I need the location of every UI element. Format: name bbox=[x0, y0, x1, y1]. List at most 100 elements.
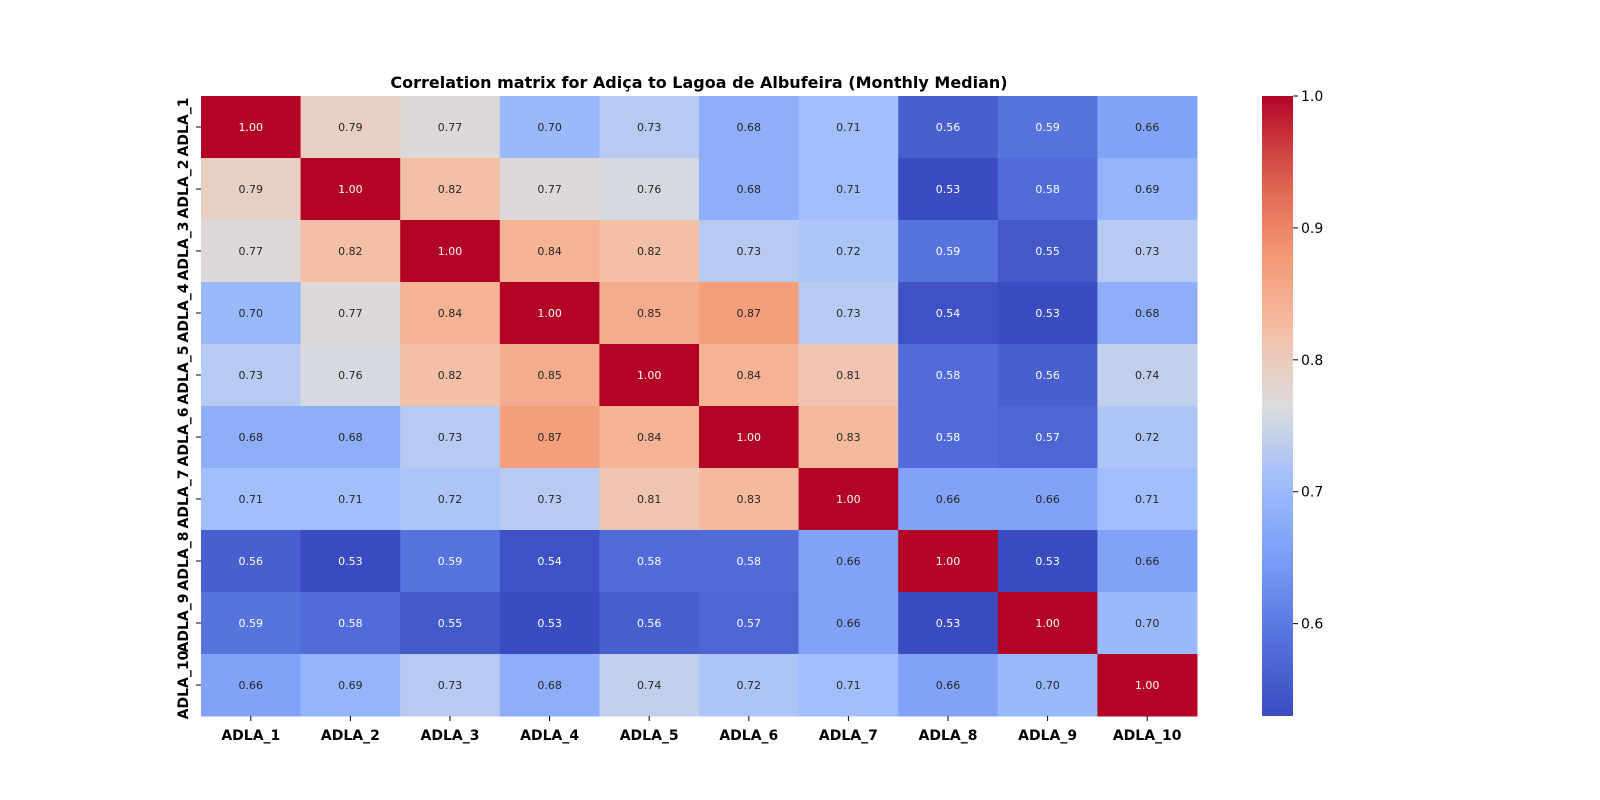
cell-value-label: 0.71 bbox=[239, 493, 264, 506]
heatmap-cell bbox=[997, 468, 1098, 531]
heatmap-cell bbox=[400, 530, 501, 593]
heatmap-cell bbox=[798, 96, 899, 159]
heatmap-cell bbox=[798, 468, 899, 531]
heatmap-cell bbox=[898, 344, 999, 407]
cell-value-label: 0.73 bbox=[438, 431, 463, 444]
heatmap-cell bbox=[699, 344, 800, 407]
cell-value-label: 0.77 bbox=[239, 245, 264, 258]
x-tick-label: ADLA_9 bbox=[1018, 728, 1077, 744]
cell-value-label: 0.73 bbox=[239, 369, 264, 382]
cell-value-label: 1.00 bbox=[936, 555, 961, 568]
heatmap-cell bbox=[400, 468, 501, 531]
cell-value-label: 0.57 bbox=[1035, 431, 1060, 444]
heatmap-cell bbox=[997, 344, 1098, 407]
heatmap-cell bbox=[201, 592, 302, 655]
cell-value-label: 0.66 bbox=[836, 555, 861, 568]
heatmap-cell bbox=[699, 592, 800, 655]
colorbar-tick-label: 0.8 bbox=[1301, 353, 1323, 369]
cell-value-label: 0.53 bbox=[936, 183, 961, 196]
x-tick-label: ADLA_1 bbox=[221, 728, 280, 744]
cell-value-label: 0.70 bbox=[239, 307, 264, 320]
heatmap-cell bbox=[898, 282, 999, 345]
colorbar-gradient bbox=[1262, 96, 1293, 716]
heatmap-cell bbox=[1097, 282, 1198, 345]
heatmap-cell bbox=[798, 344, 899, 407]
cell-value-label: 0.53 bbox=[1035, 555, 1060, 568]
cell-value-label: 1.00 bbox=[637, 369, 662, 382]
heatmap-cell bbox=[499, 282, 600, 345]
heatmap-cell bbox=[1097, 468, 1198, 531]
cell-value-label: 0.68 bbox=[239, 431, 264, 444]
heatmap-cell bbox=[499, 592, 600, 655]
heatmap-cell bbox=[997, 654, 1098, 717]
heatmap-cell bbox=[499, 530, 600, 593]
heatmap-cell bbox=[400, 96, 501, 159]
cell-value-label: 0.87 bbox=[537, 431, 562, 444]
y-tick-labels: ADLA_1 ADLA_2 ADLA_3 ADLA_4 ADLA_5 ADLA_6 ADLA… bbox=[176, 98, 201, 719]
heatmap-cell bbox=[599, 530, 700, 593]
heatmap-cell bbox=[898, 592, 999, 655]
cell-value-label: 0.71 bbox=[1135, 493, 1160, 506]
heatmap-cell bbox=[300, 406, 401, 469]
cell-value-label: 0.84 bbox=[438, 307, 463, 320]
cell-value-label: 0.81 bbox=[836, 369, 861, 382]
cell-value-label: 0.68 bbox=[1135, 307, 1160, 320]
cell-value-label: 0.68 bbox=[338, 431, 363, 444]
heatmap-cell bbox=[898, 468, 999, 531]
cell-value-label: 0.72 bbox=[438, 493, 463, 506]
heatmap-cell bbox=[798, 158, 899, 221]
heatmap-cell bbox=[499, 654, 600, 717]
heatmap-cell bbox=[599, 344, 700, 407]
cell-value-label: 1.00 bbox=[737, 431, 762, 444]
cell-value-label: 0.83 bbox=[737, 493, 762, 506]
cell-value-label: 0.68 bbox=[737, 121, 762, 134]
cell-value-label: 0.84 bbox=[637, 431, 662, 444]
colorbar-tick-label: 0.6 bbox=[1301, 617, 1323, 633]
cell-value-label: 0.73 bbox=[537, 493, 562, 506]
heatmap-cell bbox=[599, 96, 700, 159]
heatmap-cell bbox=[898, 220, 999, 283]
y-tick-label: ADLA_3 bbox=[176, 222, 192, 281]
cell-value-label: 0.53 bbox=[338, 555, 363, 568]
y-tick-label: ADLA_8 bbox=[176, 532, 192, 591]
heatmap-cell bbox=[1097, 344, 1198, 407]
cell-value-label: 0.70 bbox=[1035, 679, 1060, 692]
heatmap-cell bbox=[201, 220, 302, 283]
heatmap-cell bbox=[1097, 406, 1198, 469]
cell-value-label: 0.85 bbox=[637, 307, 662, 320]
heatmap-cell bbox=[599, 158, 700, 221]
cell-value-label: 0.84 bbox=[537, 245, 562, 258]
cell-value-label: 0.76 bbox=[338, 369, 363, 382]
heatmap-cell bbox=[300, 592, 401, 655]
cell-value-label: 0.76 bbox=[637, 183, 662, 196]
heatmap-cell bbox=[201, 158, 302, 221]
cell-value-label: 0.79 bbox=[239, 183, 264, 196]
cell-value-label: 1.00 bbox=[1035, 617, 1060, 630]
heatmap-cell bbox=[898, 158, 999, 221]
cell-value-label: 0.53 bbox=[537, 617, 562, 630]
cell-value-label: 0.72 bbox=[737, 679, 762, 692]
cell-value-label: 0.81 bbox=[637, 493, 662, 506]
cell-value-label: 0.85 bbox=[537, 369, 562, 382]
y-tick-label: ADLA_6 bbox=[176, 408, 192, 467]
cell-value-label: 0.56 bbox=[1035, 369, 1060, 382]
heatmap-cell bbox=[599, 406, 700, 469]
heatmap-cell bbox=[201, 530, 302, 593]
heatmap-cell bbox=[599, 220, 700, 283]
heatmap-cell bbox=[499, 344, 600, 407]
cell-value-label: 0.54 bbox=[936, 307, 961, 320]
heatmap-cell bbox=[201, 344, 302, 407]
heatmap-cell bbox=[300, 282, 401, 345]
heatmap-cell bbox=[1097, 96, 1198, 159]
cell-value-label: 0.73 bbox=[438, 679, 463, 692]
heatmap-cell bbox=[699, 654, 800, 717]
cell-value-label: 0.59 bbox=[1035, 121, 1060, 134]
cell-value-label: 0.79 bbox=[338, 121, 363, 134]
cell-value-label: 0.69 bbox=[1135, 183, 1160, 196]
y-tick-label: ADLA_10 bbox=[176, 650, 192, 719]
heatmap-cell bbox=[997, 592, 1098, 655]
heatmap-cell bbox=[499, 96, 600, 159]
cell-value-label: 0.55 bbox=[1035, 245, 1060, 258]
heatmap-cells: 1.00 0.79 0.77 0.70 0.73 0.68 0.71 0.56 0.59 0.66… bbox=[201, 96, 1198, 717]
